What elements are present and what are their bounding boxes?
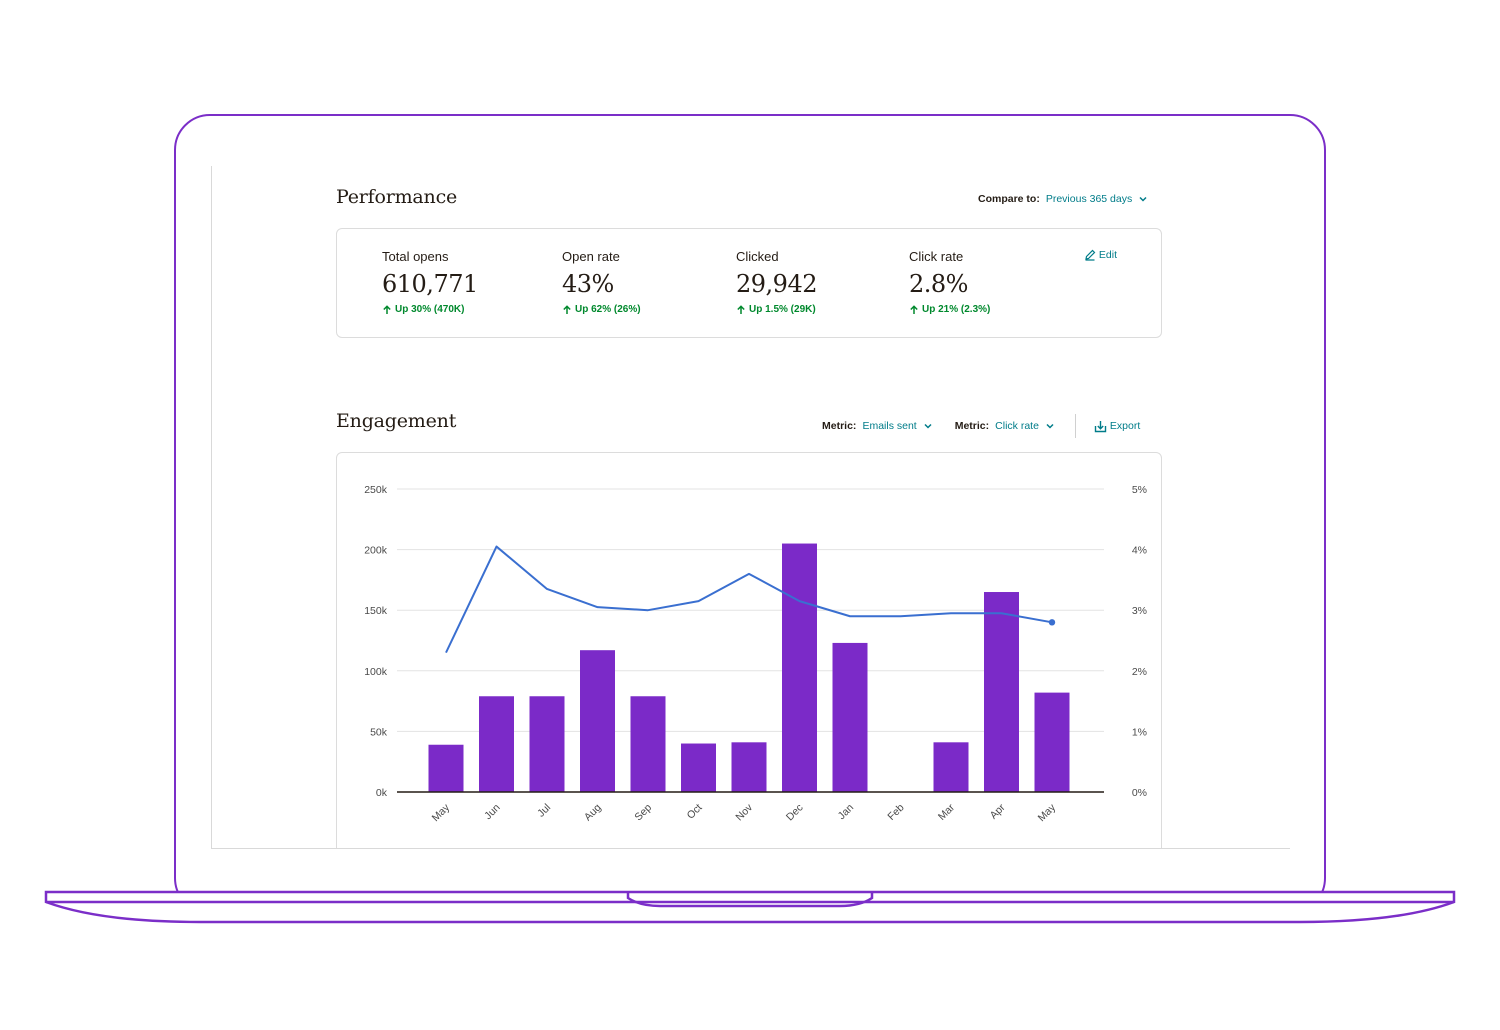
chevron-down-icon[interactable] [1045,421,1055,431]
y-tick-label-right: 1% [1132,726,1147,738]
bar [984,592,1019,792]
engagement-chart-card: 0k 0% 50k 1% 100k 2% 150k 3% 200k 4% 250k 5% May Jun J… [336,452,1162,848]
toolbar-divider [1074,414,1076,438]
engagement-toolbar: Metric: Emails sent Metric: Click rate E… [822,414,1140,438]
x-tick-label: Apr [988,801,1008,821]
bar [428,744,464,792]
x-tick-label: Jun [482,802,503,823]
x-tick-label: Jul [535,802,553,820]
stat-value: 2.8% [909,270,968,298]
metric-label: Metric: [954,420,990,432]
metric-value[interactable]: Emails sent [862,420,917,432]
bar [832,642,868,792]
y-tick-label-right: 4% [1132,545,1147,557]
x-tick-label: Sep [632,802,654,824]
compare-value[interactable]: Previous 365 days [1045,193,1133,205]
metric-emails-sent-dropdown[interactable]: Metric: Emails sent [822,420,933,432]
engagement-chart: 0k 0% 50k 1% 100k 2% 150k 3% 200k 4% 250k 5% May Jun J… [364,484,1147,824]
performance-card: Total opens 610,771 Up 30% (470K) Open r… [336,228,1162,338]
bar [580,650,615,792]
bar [731,742,767,792]
y-tick-label-right: 2% [1132,666,1147,678]
pencil-icon [1085,249,1096,261]
y-tick-label-left: 150k [364,605,388,617]
bar [479,696,514,792]
stat-total-opens: Total opens 610,771 Up 30% (470K) [382,249,478,315]
screen: Performance Compare to: Previous 365 day… [211,166,1290,849]
bar [933,742,969,792]
edit-button[interactable]: Edit [1084,249,1117,261]
compare-dropdown[interactable]: Compare to: Previous 365 days [978,193,1148,205]
y-tick-label-right: 0% [1132,787,1147,799]
export-button[interactable]: Export [1094,420,1140,433]
stat-value: 43% [562,270,614,298]
stat-clicked: Clicked 29,942 Up 1.5% (29K) [736,249,817,315]
stat-value: 29,942 [736,270,817,298]
stat-delta-text: Up 21% (2.3%) [922,304,991,315]
stat-open-rate: Open rate 43% Up 62% (26%) [562,249,641,315]
x-tick-label: Oct [685,802,705,822]
metric-value[interactable]: Click rate [995,420,1039,432]
y-tick-label-right: 3% [1132,605,1147,617]
x-tick-label: Mar [936,801,958,823]
arrow-up-icon [910,304,918,314]
y-tick-label-right: 5% [1132,484,1147,496]
chevron-down-icon[interactable] [923,421,933,431]
metric-label: Metric: [822,420,857,432]
stat-delta: Up 30% (470K) [382,304,478,315]
stat-label: Total opens [382,249,449,264]
bar [529,696,565,792]
y-tick-label-left: 100k [364,666,388,678]
x-tick-label: Feb [885,802,906,823]
y-tick-label-left: 250k [364,484,388,496]
stat-delta: Up 1.5% (29K) [736,304,817,315]
click-rate-line [445,545,1053,654]
y-tick-label-left: 200k [364,545,388,557]
metric-click-rate-dropdown[interactable]: Metric: Click rate [955,420,1055,432]
stat-delta: Up 62% (26%) [562,304,641,315]
stat-delta-text: Up 30% (470K) [395,304,465,315]
y-tick-label-left: 0k [376,787,388,799]
stat-label: Click rate [909,249,964,264]
stat-delta-text: Up 1.5% (29K) [749,304,816,315]
arrow-up-icon [563,304,571,314]
stat-label: Clicked [736,249,779,264]
y-tick-label-left: 50k [370,726,388,738]
stat-delta: Up 21% (2.3%) [909,304,990,315]
x-tick-label: May [1036,801,1059,824]
x-tick-label: May [430,801,453,824]
export-label: Export [1109,420,1141,432]
x-tick-label: Aug [582,802,604,824]
bar [1034,692,1070,792]
performance-title: Performance [336,186,458,208]
x-tick-label: Dec [784,802,806,824]
arrow-up-icon [383,304,391,314]
stat-label: Open rate [562,249,620,264]
engagement-title: Engagement [336,410,457,432]
stat-click-rate: Click rate 2.8% Up 21% (2.3%) [909,249,990,315]
edit-label: Edit [1098,249,1117,261]
x-tick-label: Nov [733,801,755,823]
bar [681,743,716,792]
chevron-down-icon[interactable] [1138,194,1148,204]
arrow-up-icon [737,304,745,314]
bar [630,696,666,792]
line-end-point [1048,619,1056,626]
x-tick-label: Jan [836,802,857,823]
bar [782,543,817,792]
download-icon [1094,420,1107,432]
stat-value: 610,771 [382,270,478,298]
stat-delta-text: Up 62% (26%) [575,304,641,315]
compare-label: Compare to: [978,193,1040,205]
